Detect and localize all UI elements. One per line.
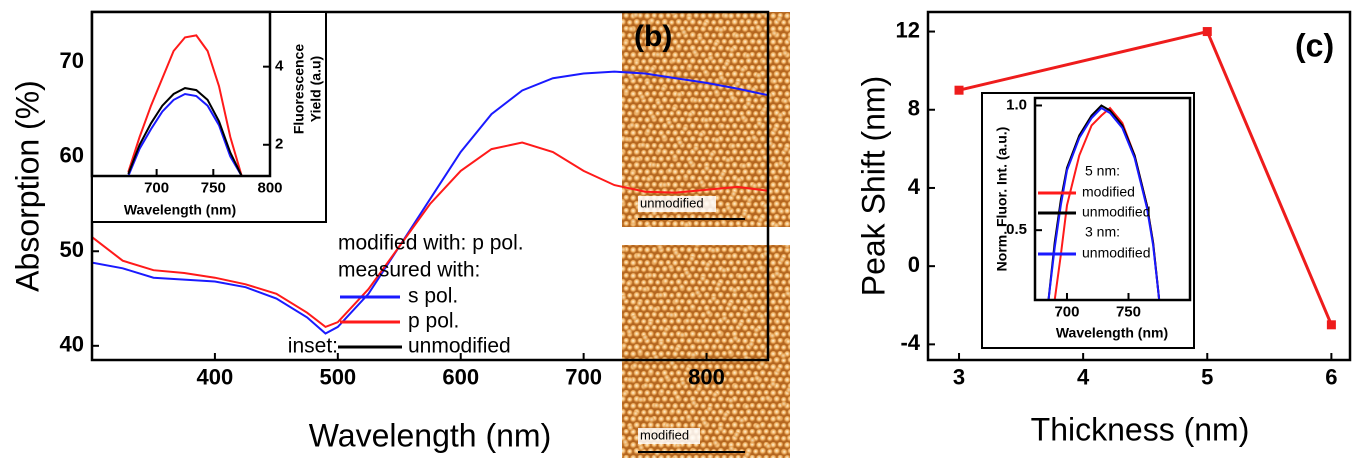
x-tick-label: 4 [1077,365,1090,390]
plot-frame [90,10,272,178]
x-tick-label: 3 [953,365,965,390]
x-tick-label: 500 [319,365,356,390]
x-tick-label: 700 [1054,304,1079,321]
annotation: inset: [288,335,338,358]
x-tick-label: 600 [442,365,479,390]
chart: 700 750 800 2 4 Wavelength (nm) Fluorescence Yi… [90,10,327,223]
annotation: 3 nm: [1085,224,1120,240]
y-tick-label: 60 [60,142,84,167]
plot-frame [926,10,1352,362]
x-axis-title: Wavelength (nm) [124,202,236,218]
x-tick-label: 5 [1201,365,1213,390]
y-tick-label: 2 [275,136,283,153]
x-tick-label: 800 [688,365,725,390]
y-axis-title: Absorption (%) [9,80,45,292]
x-tick-label: 400 [197,365,234,390]
y-tick-label: 0.5 [1006,221,1027,238]
caption-bg [638,428,700,444]
marker [1202,27,1212,37]
x-tick-label: 750 [1116,304,1141,321]
y-axis-title: Norm. Fluor. Int. (a.u.) [994,127,1010,272]
inset-background [91,11,327,223]
panel-b: unmodified modified (b) [622,12,790,458]
series-line [92,141,768,329]
image-caption: unmodified [640,195,704,210]
marker [954,85,964,95]
legend-label: s pol. [408,285,458,308]
y-tick-label: -4 [900,330,920,355]
x-tick-label: 6 [1325,365,1337,390]
series-line [1047,106,1161,300]
x-tick-label: 700 [144,180,169,197]
legend-label: modified [1082,184,1135,200]
image-caption: modified [640,427,689,442]
y-tick-label: 4 [908,174,921,199]
legend-label: p pol. [408,310,459,333]
x-tick-label: 700 [565,365,602,390]
legend: modified with: p pol. measured with: s pol… [288,163,1151,358]
legend-label: unmodified [1082,204,1151,220]
chart: 700 750 0.5 1.0 Wavelength (nm) Norm. Fluor. … [981,92,1195,349]
marker [1326,320,1336,330]
legend-label: unmodified [408,335,511,358]
panel-label: (b) [634,20,672,53]
legend-label: unmodified [1082,245,1151,261]
caption-bg [638,196,716,212]
series-line [127,92,243,176]
y-tick-label: 50 [60,237,84,262]
y-tick-label: 40 [60,332,84,357]
y-tick-label: 4 [275,58,284,75]
x-axis-title: Wavelength (nm) [309,417,551,453]
plot-frame [1033,96,1192,302]
y-tick-label: 12 [896,17,920,42]
annotation: 5 nm: [1085,163,1120,179]
y-axis-title: Fluorescence [291,44,307,134]
y-axis-title: Yield (a.u) [308,56,324,122]
x-axis-title: Wavelength (nm) [1056,325,1168,341]
annotation: measured with: [338,259,480,282]
y-tick-label: 1.0 [1006,96,1027,113]
panel-label: (c) [1295,27,1334,63]
y-tick-label: 8 [908,96,920,121]
series-line [127,34,243,176]
y-axis-title: Peak Shift (nm) [855,76,891,297]
series-line [127,87,243,176]
chart: 3 4 5 6 -4 0 4 8 12 Thickness (nm) Peak Shift (nm)… [855,10,1352,447]
series-line [92,70,768,335]
x-tick-label: 800 [257,180,282,197]
y-tick-label: 0 [908,252,920,277]
x-tick-label: 750 [201,180,226,197]
x-axis-title: Thickness (nm) [1031,411,1250,447]
afm-texture [622,245,790,458]
annotation: modified with: p pol. [338,232,524,255]
y-tick-label: 70 [60,48,84,73]
